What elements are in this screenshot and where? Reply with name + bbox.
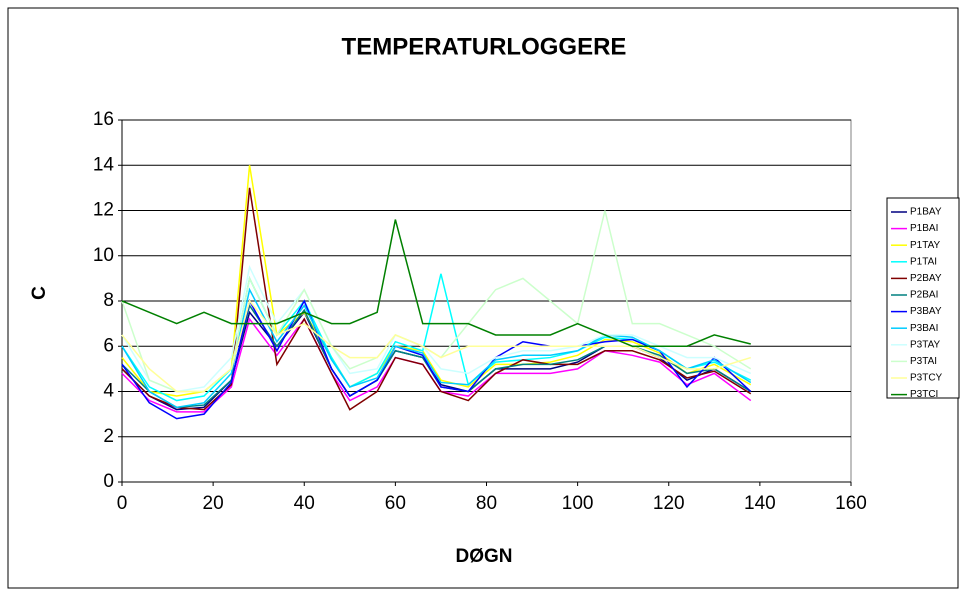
legend-label: P3BAY — [910, 306, 942, 317]
series-line — [121, 187, 752, 411]
x-tick-label: 0 — [117, 493, 128, 514]
legend-box — [886, 197, 960, 399]
x-tick-label: 60 — [385, 493, 406, 514]
series-line — [121, 287, 752, 409]
x-tick-label: 40 — [294, 493, 315, 514]
x-axis-label: DØGN — [456, 546, 513, 567]
legend-label: P1BAI — [910, 223, 938, 234]
x-tick-label: 100 — [562, 493, 594, 514]
y-tick-label: 0 — [103, 471, 114, 492]
y-tick-label: 12 — [93, 200, 114, 221]
x-tick-label: 120 — [653, 493, 685, 514]
legend-label: P2BAI — [910, 290, 938, 301]
y-tick-label: 14 — [93, 154, 115, 175]
series-line — [121, 298, 752, 420]
series-line — [121, 219, 751, 347]
x-tick-label: 140 — [744, 493, 776, 514]
legend-label: P3TAI — [910, 356, 937, 367]
y-axis-label: C — [29, 286, 50, 300]
legend-label: P3TCY — [910, 373, 943, 384]
x-tick-label: 80 — [476, 493, 497, 514]
y-tick-label: 4 — [103, 381, 114, 402]
y-tick-label: 2 — [103, 426, 114, 447]
legend-label: P3TAY — [910, 339, 941, 350]
legend-label: P1TAY — [910, 240, 941, 251]
legend-label: P3BAI — [910, 323, 938, 334]
y-tick-label: 6 — [103, 335, 114, 356]
legend-label: P2BAY — [910, 273, 942, 284]
legend-label: P1BAY — [910, 207, 942, 218]
y-tick-label: 8 — [103, 290, 114, 311]
y-tick-label: 10 — [93, 245, 114, 266]
x-tick-label: 160 — [835, 493, 867, 514]
x-tick-label: 20 — [203, 493, 224, 514]
legend-label: P3TCI — [910, 389, 938, 400]
chart-title: TEMPERATURLOGGERE — [342, 33, 627, 60]
legend-label: P1TAI — [910, 256, 937, 267]
y-tick-label: 16 — [93, 109, 114, 130]
